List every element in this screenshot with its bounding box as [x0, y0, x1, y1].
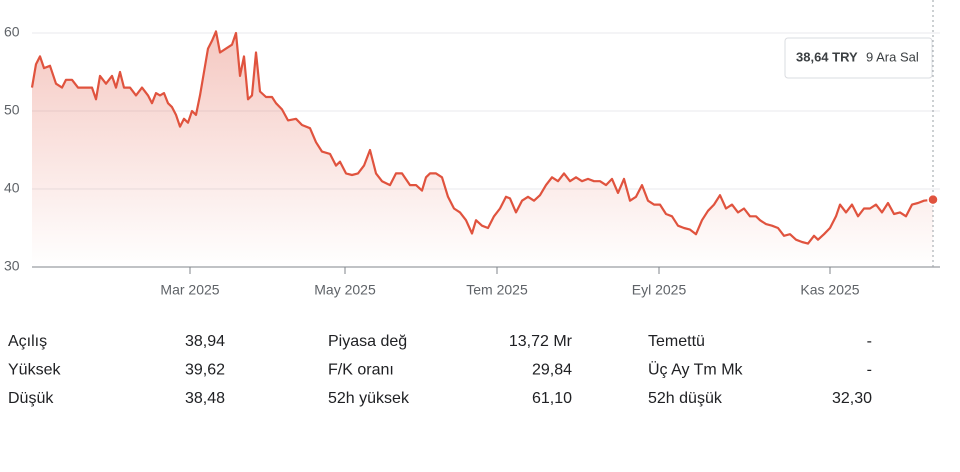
y-tick-label: 60 [4, 24, 20, 40]
stat-value: 32,30 [832, 390, 872, 407]
x-tick-label: Kas 2025 [800, 282, 859, 298]
price-line [30, 30, 934, 245]
stat-label: Üç Ay Tm Mk [648, 361, 744, 379]
stat-label: F/K oranı [328, 362, 394, 379]
tooltip-price: 38,64 TRY [796, 49, 858, 64]
stat-label: Yüksek [8, 362, 61, 379]
stat-value: - [867, 362, 872, 379]
stat-value: 38,48 [185, 390, 225, 407]
y-tick-label: 40 [4, 180, 20, 196]
stat-value: 13,72 Mr [509, 333, 573, 350]
grid: 30 40 50 60 Mar 2025 May 2025 Tem 2025 Eyl 2025… [4, 24, 940, 298]
y-tick-label: 50 [4, 102, 20, 118]
overlay [927, 0, 939, 267]
stat-value: 29,84 [532, 362, 572, 379]
y-tick-label: 30 [4, 258, 20, 274]
x-tick-label: May 2025 [314, 282, 376, 298]
stat-label: 52h düşük [648, 390, 723, 407]
x-tick-label: Mar 2025 [160, 282, 219, 298]
stat-value: - [867, 333, 872, 350]
stat-label: Açılış [8, 333, 47, 350]
tooltip-box [784, 37, 933, 79]
x-tick-label: Tem 2025 [466, 282, 528, 298]
stat-value: 39,62 [185, 362, 225, 379]
tooltip-date: 9 Ara Sal [866, 49, 919, 64]
stat-label: 52h yüksek [328, 390, 410, 407]
x-tick-label: Eyl 2025 [632, 282, 687, 298]
tooltip: 38,64 TRY 9 Ara Sal [784, 37, 933, 79]
stat-label: Piyasa değ [328, 333, 407, 350]
last-point [927, 193, 939, 206]
stat-value: 38,94 [185, 333, 225, 350]
stat-label: Temettü [648, 333, 705, 350]
area-fill [32, 31, 933, 268]
stat-value: 61,10 [532, 390, 572, 407]
stat-label: Düşük [8, 390, 54, 407]
stats-table: Açılış 38,94 Piyasa değ 13,72 Mr Temettü - Yük… [8, 333, 872, 407]
